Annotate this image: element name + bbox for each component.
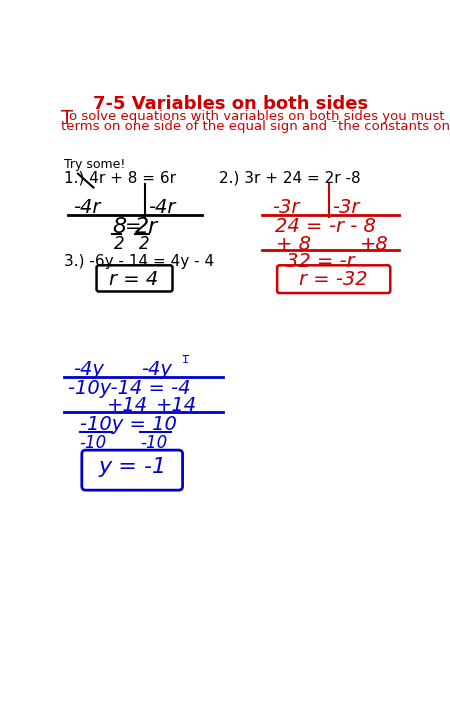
Text: 2: 2 <box>139 236 150 253</box>
Text: -10: -10 <box>80 434 107 452</box>
Text: +14: +14 <box>107 396 148 415</box>
Text: 2: 2 <box>114 236 125 253</box>
Text: 1.) 4r + 8 = 6r: 1.) 4r + 8 = 6r <box>64 171 176 186</box>
Text: T: T <box>61 109 73 128</box>
Text: 8: 8 <box>112 217 126 237</box>
Text: 2r: 2r <box>135 217 158 237</box>
Text: 2.) 3r + 24 = 2r -8: 2.) 3r + 24 = 2r -8 <box>219 171 360 186</box>
FancyBboxPatch shape <box>82 450 183 490</box>
Text: -r - 8: -r - 8 <box>329 217 376 236</box>
Text: r = -32: r = -32 <box>299 270 368 289</box>
Text: 24 =: 24 = <box>275 217 322 236</box>
Text: o solve equations with variables on both sides you must ¯get the variables: o solve equations with variables on both… <box>69 110 450 123</box>
Text: -10y-14 = -4: -10y-14 = -4 <box>68 380 190 399</box>
Text: -4y: -4y <box>141 360 172 379</box>
Text: + 8: + 8 <box>276 236 311 254</box>
Text: y = -1: y = -1 <box>98 457 166 477</box>
FancyBboxPatch shape <box>97 265 172 292</box>
FancyBboxPatch shape <box>277 265 390 293</box>
Text: 32 = -r: 32 = -r <box>286 252 354 271</box>
Text: -3r: -3r <box>332 198 360 217</box>
Text: 1: 1 <box>182 356 189 366</box>
Text: -3r: -3r <box>272 198 299 217</box>
Text: +14: +14 <box>155 396 197 415</box>
Text: +8: +8 <box>360 236 389 254</box>
Text: -4r: -4r <box>73 198 101 217</box>
Text: terms on one side of the equal sign and ¯the constants on the other.: terms on one side of the equal sign and … <box>61 120 450 133</box>
Text: -4r: -4r <box>148 198 175 217</box>
Text: -10y = 10: -10y = 10 <box>80 415 176 434</box>
Text: 7-5 Variables on both sides: 7-5 Variables on both sides <box>93 95 368 113</box>
Text: 3.) -6y - 14 = 4y - 4: 3.) -6y - 14 = 4y - 4 <box>64 254 214 269</box>
Text: =: = <box>125 217 141 236</box>
Text: -10: -10 <box>140 434 167 452</box>
Text: -4y: -4y <box>73 360 104 379</box>
Text: r = 4: r = 4 <box>109 270 158 289</box>
Text: Try some!: Try some! <box>64 157 126 171</box>
